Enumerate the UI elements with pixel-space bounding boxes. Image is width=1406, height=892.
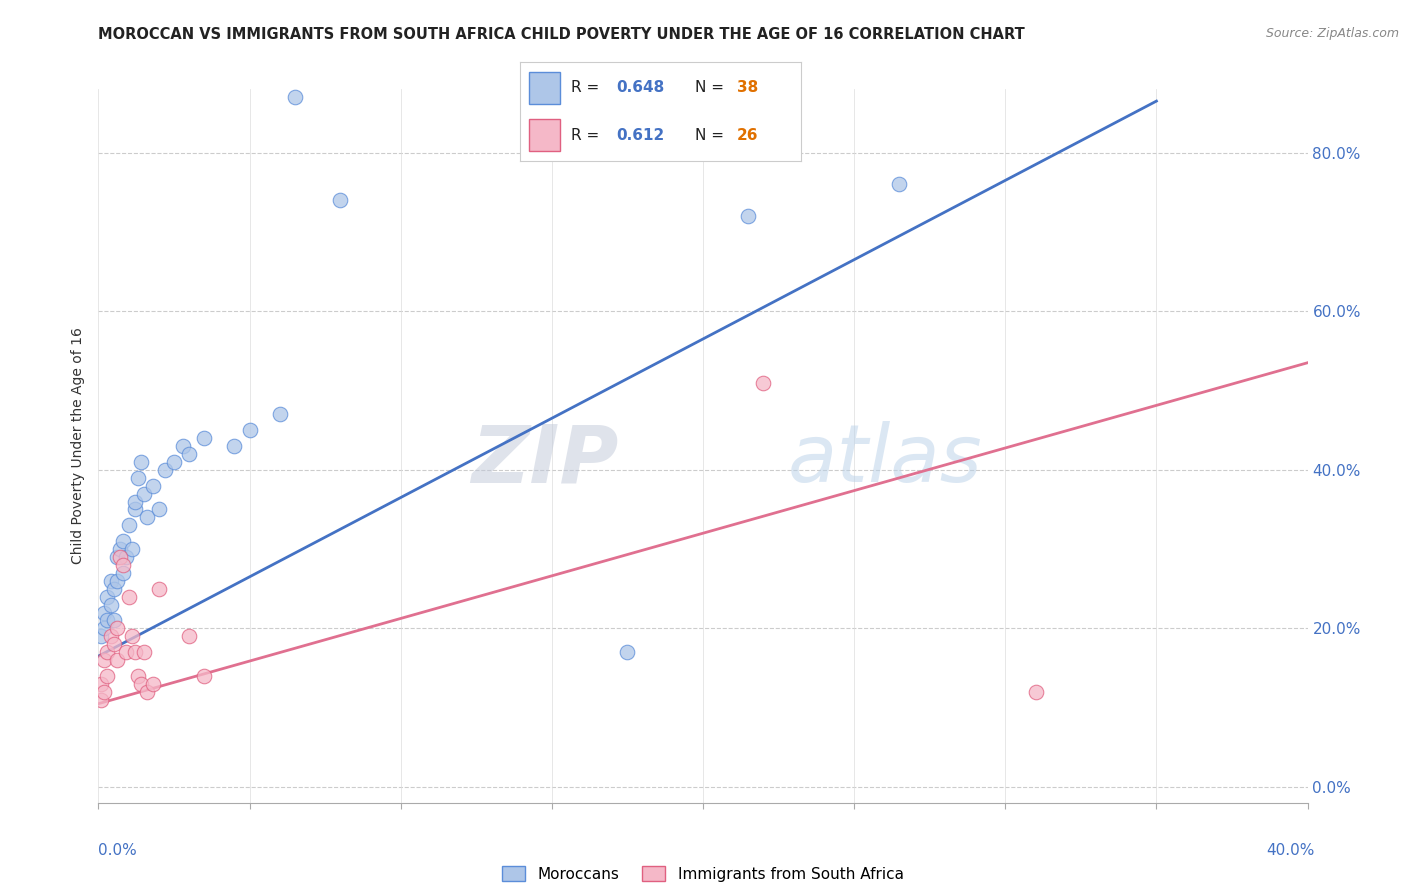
- Point: [118, 518, 141, 533]
- Point: [239, 423, 262, 437]
- Text: 40.0%: 40.0%: [1267, 843, 1315, 858]
- Point: [752, 376, 775, 390]
- Point: [1024, 685, 1046, 699]
- Point: [121, 542, 143, 557]
- Point: [93, 685, 115, 699]
- Text: atlas: atlas: [787, 421, 983, 500]
- Bar: [529, 72, 560, 103]
- Point: [179, 447, 201, 461]
- Point: [127, 471, 149, 485]
- Point: [111, 558, 134, 572]
- Point: [179, 629, 201, 643]
- Point: [132, 645, 155, 659]
- Point: [148, 502, 170, 516]
- Point: [111, 566, 134, 580]
- Point: [96, 645, 118, 659]
- Point: [105, 653, 128, 667]
- Legend: Moroccans, Immigrants from South Africa: Moroccans, Immigrants from South Africa: [496, 860, 910, 888]
- Point: [96, 669, 118, 683]
- Point: [118, 590, 141, 604]
- Bar: [529, 120, 560, 151]
- Point: [114, 549, 136, 564]
- Text: 0.0%: 0.0%: [98, 843, 138, 858]
- Point: [135, 510, 157, 524]
- Text: ZIP: ZIP: [471, 421, 619, 500]
- Point: [284, 90, 307, 104]
- Point: [90, 692, 112, 706]
- Point: [172, 439, 194, 453]
- Point: [132, 486, 155, 500]
- Point: [124, 494, 146, 508]
- Point: [108, 549, 131, 564]
- Point: [103, 614, 125, 628]
- Point: [90, 677, 112, 691]
- Point: [121, 629, 143, 643]
- Text: 0.612: 0.612: [616, 128, 664, 143]
- Point: [124, 645, 146, 659]
- Point: [108, 542, 131, 557]
- Point: [889, 178, 911, 192]
- Text: R =: R =: [571, 128, 605, 143]
- Point: [269, 407, 291, 421]
- Text: 38: 38: [737, 80, 758, 95]
- Point: [329, 193, 352, 207]
- Point: [114, 645, 136, 659]
- Text: N =: N =: [695, 80, 728, 95]
- Point: [153, 463, 176, 477]
- Point: [193, 431, 215, 445]
- Point: [93, 606, 115, 620]
- Point: [103, 582, 125, 596]
- Point: [105, 574, 128, 588]
- Y-axis label: Child Poverty Under the Age of 16: Child Poverty Under the Age of 16: [72, 327, 86, 565]
- Point: [93, 621, 115, 635]
- Point: [129, 455, 152, 469]
- Point: [124, 502, 146, 516]
- Point: [105, 621, 128, 635]
- Point: [148, 582, 170, 596]
- Point: [737, 209, 759, 223]
- Text: 26: 26: [737, 128, 758, 143]
- Point: [193, 669, 215, 683]
- Point: [142, 677, 165, 691]
- Point: [142, 478, 165, 492]
- Point: [96, 590, 118, 604]
- Text: Source: ZipAtlas.com: Source: ZipAtlas.com: [1265, 27, 1399, 40]
- Point: [103, 637, 125, 651]
- Point: [224, 439, 246, 453]
- Point: [100, 598, 122, 612]
- Point: [616, 645, 638, 659]
- Point: [111, 534, 134, 549]
- Point: [90, 629, 112, 643]
- Point: [96, 614, 118, 628]
- Point: [135, 685, 157, 699]
- Point: [93, 653, 115, 667]
- Text: 0.648: 0.648: [616, 80, 664, 95]
- Point: [127, 669, 149, 683]
- Point: [129, 677, 152, 691]
- Text: N =: N =: [695, 128, 728, 143]
- Text: MOROCCAN VS IMMIGRANTS FROM SOUTH AFRICA CHILD POVERTY UNDER THE AGE OF 16 CORRE: MOROCCAN VS IMMIGRANTS FROM SOUTH AFRICA…: [98, 27, 1025, 42]
- Point: [100, 629, 122, 643]
- Point: [105, 549, 128, 564]
- Text: R =: R =: [571, 80, 605, 95]
- Point: [100, 574, 122, 588]
- Point: [163, 455, 186, 469]
